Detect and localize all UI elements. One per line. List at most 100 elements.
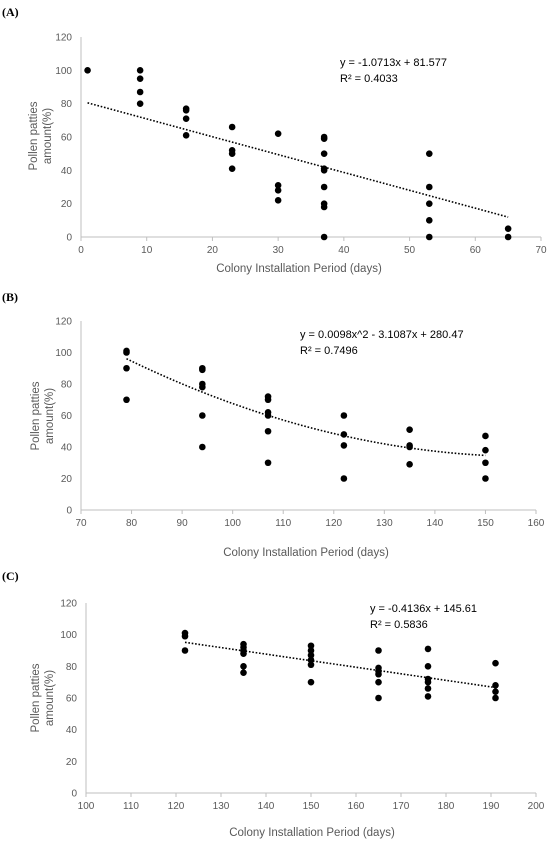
y-tick-label: 80 bbox=[61, 380, 73, 391]
x-axis-title: Colony Installation Period (days) bbox=[229, 827, 395, 839]
y-tick-label: 0 bbox=[71, 789, 77, 800]
data-point bbox=[264, 459, 272, 467]
chart-panel: (C) 100 110 120 130 140 150 160 170 180 190 200 0 20 4… bbox=[2, 569, 545, 839]
data-point bbox=[307, 656, 315, 664]
data-point bbox=[320, 233, 328, 241]
x-tick-label: 160 bbox=[528, 518, 545, 529]
data-point bbox=[425, 200, 433, 207]
x-tick-label: 180 bbox=[438, 801, 455, 812]
data-point bbox=[424, 645, 432, 653]
y-axis-title-line: Pollen patties bbox=[30, 663, 42, 732]
data-point bbox=[274, 182, 282, 189]
y-tick-label: 40 bbox=[61, 166, 73, 177]
data-point bbox=[320, 183, 328, 191]
data-point bbox=[504, 233, 512, 241]
data-point bbox=[482, 432, 489, 440]
data-point bbox=[240, 650, 247, 657]
y-tick-label: 100 bbox=[55, 66, 72, 77]
data-point bbox=[375, 647, 382, 654]
x-tick-label: 200 bbox=[528, 801, 545, 812]
data-point bbox=[136, 88, 144, 96]
data-point bbox=[406, 443, 413, 451]
x-tick-label: 140 bbox=[427, 518, 444, 529]
y-tick-label: 80 bbox=[66, 662, 78, 673]
data-point bbox=[264, 396, 272, 404]
data-point bbox=[492, 659, 499, 667]
data-point bbox=[482, 446, 489, 454]
data-point bbox=[340, 475, 348, 482]
data-point bbox=[340, 412, 348, 419]
data-point bbox=[182, 132, 190, 139]
x-tick-label: 110 bbox=[123, 801, 139, 812]
y-tick-label: 120 bbox=[60, 599, 77, 610]
trendline-equation: y = 0.0098x^2 - 3.1087x + 280.47 bbox=[300, 329, 464, 341]
x-tick-label: 110 bbox=[275, 518, 291, 529]
data-point bbox=[340, 442, 348, 449]
data-point bbox=[307, 642, 315, 650]
data-point bbox=[307, 651, 315, 659]
data-point bbox=[424, 663, 432, 670]
data-point bbox=[199, 383, 206, 391]
data-point bbox=[482, 475, 489, 482]
x-tick-label: 100 bbox=[224, 518, 241, 529]
data-point bbox=[228, 123, 236, 131]
y-axis-title-line: amount(%) bbox=[42, 108, 54, 164]
trendline bbox=[184, 641, 496, 689]
data-point bbox=[199, 366, 206, 374]
data-point bbox=[123, 396, 130, 404]
data-point bbox=[181, 632, 189, 640]
y-axis-title-line: Pollen patties bbox=[28, 101, 40, 170]
data-point bbox=[424, 693, 432, 700]
data-point bbox=[492, 688, 499, 695]
x-tick-label: 40 bbox=[338, 245, 350, 256]
r-squared-label: R² = 0.4033 bbox=[340, 73, 398, 85]
y-tick-label: 0 bbox=[66, 506, 72, 517]
y-tick-label: 100 bbox=[60, 630, 77, 641]
x-tick-label: 130 bbox=[376, 518, 393, 529]
data-point bbox=[264, 427, 272, 435]
trendline bbox=[126, 358, 486, 457]
data-point bbox=[274, 197, 282, 204]
data-point bbox=[123, 364, 130, 372]
data-point bbox=[307, 661, 315, 669]
data-point bbox=[307, 678, 315, 686]
x-axis-title: Colony Installation Period (days) bbox=[223, 547, 389, 559]
trendline-equation: y = -0.4136x + 145.61 bbox=[370, 603, 477, 615]
data-point bbox=[136, 67, 144, 74]
data-point bbox=[182, 115, 190, 122]
x-tick-label: 30 bbox=[273, 245, 285, 256]
data-point bbox=[320, 203, 328, 211]
data-point bbox=[492, 694, 499, 702]
x-tick-label: 80 bbox=[126, 518, 138, 529]
x-tick-label: 100 bbox=[78, 801, 95, 812]
data-point bbox=[199, 443, 206, 451]
x-tick-label: 60 bbox=[470, 245, 482, 256]
data-point bbox=[136, 100, 144, 107]
x-tick-label: 150 bbox=[477, 518, 494, 529]
data-point bbox=[406, 461, 413, 468]
panel-label: (B) bbox=[2, 290, 18, 304]
y-axis-title-line: amount(%) bbox=[44, 388, 56, 444]
x-tick-label: 170 bbox=[393, 801, 410, 812]
x-tick-label: 10 bbox=[141, 245, 153, 256]
data-point bbox=[182, 107, 190, 114]
x-tick-label: 140 bbox=[258, 801, 275, 812]
panel-label: (C) bbox=[2, 569, 19, 583]
y-tick-label: 20 bbox=[66, 757, 78, 768]
chart-panel: (A) 0 10 20 30 40 50 60 70 0 20 40 60 80 100 120 Colony … bbox=[2, 5, 547, 275]
data-point bbox=[240, 669, 247, 676]
data-point bbox=[123, 349, 130, 356]
data-point bbox=[425, 217, 433, 224]
data-point bbox=[240, 663, 247, 670]
data-point bbox=[181, 647, 189, 654]
y-tick-label: 0 bbox=[66, 233, 72, 244]
y-tick-label: 80 bbox=[61, 99, 73, 110]
data-point bbox=[228, 165, 236, 172]
x-tick-label: 160 bbox=[348, 801, 365, 812]
x-tick-label: 50 bbox=[404, 245, 416, 256]
data-point bbox=[274, 130, 282, 137]
y-tick-label: 40 bbox=[66, 725, 78, 736]
y-axis-title-line: Pollen patties bbox=[30, 381, 42, 450]
y-tick-label: 60 bbox=[61, 133, 73, 144]
